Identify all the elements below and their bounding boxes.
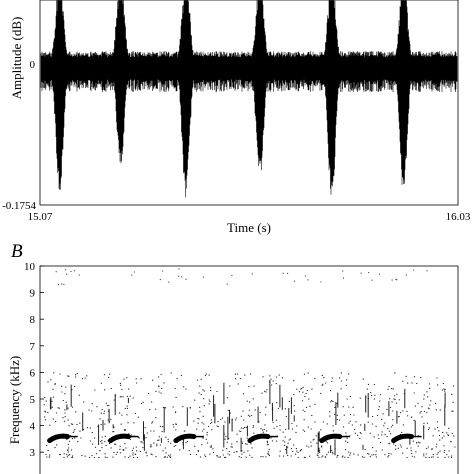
spectrogram-y-tick-label: 7 (30, 341, 36, 353)
call-mark (391, 433, 415, 444)
call-mark (47, 433, 71, 444)
waveform-y-tick-zero: 0 (30, 59, 36, 71)
waveform-x-tick-end: 16.03 (446, 211, 471, 223)
spectrogram-noise (43, 268, 456, 459)
spectrogram-panel: B 3 4 5 6 7 8 9 10 Frequency (kHz) (7, 241, 459, 474)
call-mark (108, 433, 132, 444)
waveform-trace (40, 0, 458, 198)
waveform-signal (40, 0, 458, 198)
spectrogram-y-ticks: 3 4 5 6 7 8 9 10 (24, 261, 44, 459)
waveform-y-axis-label: Amplitude (dB) (9, 17, 24, 100)
spectrogram-y-tick-label: 6 (30, 367, 36, 379)
spectrogram-y-tick-label: 3 (30, 447, 36, 459)
call-mark (319, 433, 343, 444)
panel-letter-b: B (11, 241, 23, 262)
waveform-x-axis-label: Time (s) (227, 220, 271, 235)
spectrogram-y-axis-label: Frequency (kHz) (7, 356, 22, 444)
waveform-y-tick-min: -0.1754 (2, 200, 36, 212)
spectrogram-y-tick-label: 5 (30, 394, 36, 406)
spectrogram-streaks (49, 379, 446, 455)
spectrogram-y-tick-label: 4 (30, 421, 36, 433)
spectrogram-y-tick-label: 9 (30, 288, 36, 300)
waveform-plot-area (39, 0, 459, 206)
waveform-x-tick-start: 15.07 (28, 211, 53, 223)
spectrogram-y-tick-label: 8 (30, 314, 36, 326)
spectrogram-marks (43, 268, 456, 459)
waveform-panel: Amplitude (dB) 0 -0.1754 15.07 16.03 Tim… (2, 0, 471, 235)
spectrogram-y-tick-label: 10 (24, 261, 36, 273)
call-mark (247, 433, 271, 444)
call-mark (173, 433, 197, 444)
